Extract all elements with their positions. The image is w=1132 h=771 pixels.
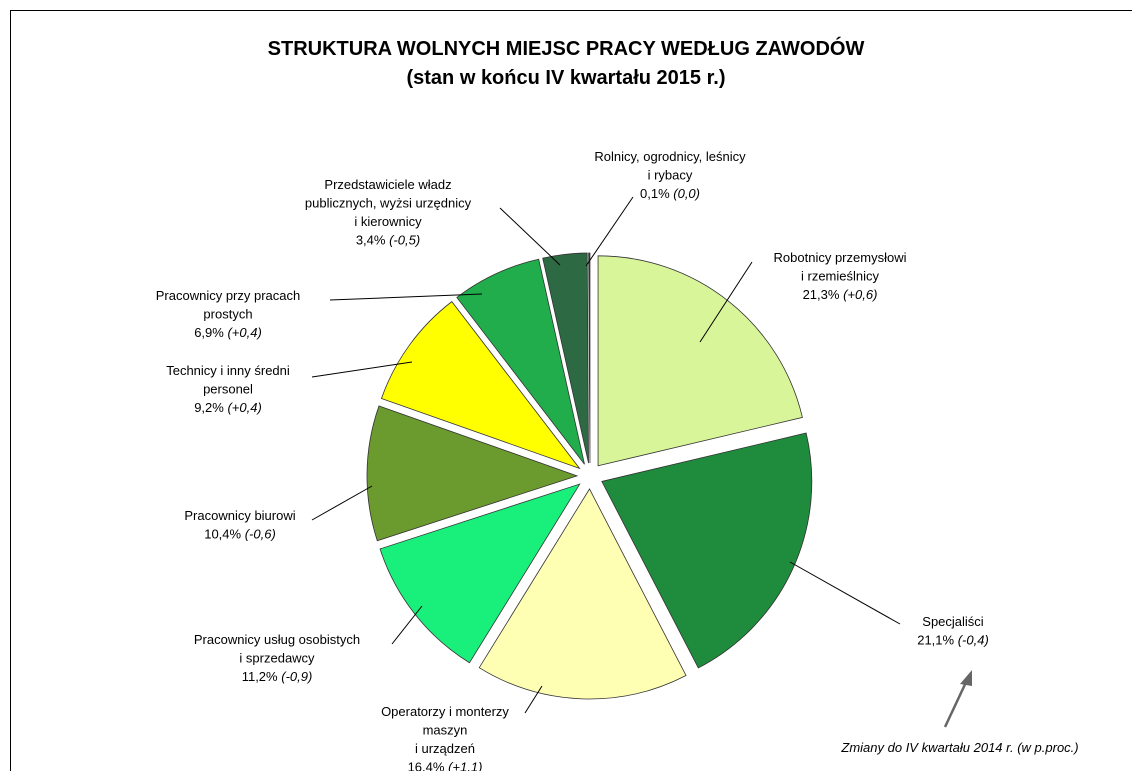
value-label: 0,1% xyxy=(640,186,670,201)
slice-label: i sprzedawcy xyxy=(239,651,315,666)
slice-label: i kierownicy xyxy=(354,214,422,229)
slice-label: i rzemieślnicy xyxy=(801,269,880,284)
slice-value: 3,4% (-0,5) xyxy=(356,233,420,248)
pie-slice xyxy=(601,432,813,669)
change-label: (+0,6) xyxy=(843,287,877,302)
slice-label: Operatorzy i monterzy xyxy=(381,704,509,719)
value-label: 16,4% xyxy=(408,760,445,771)
annotation: Zmiany do IV kwartału 2014 r. (w p.proc.… xyxy=(840,740,1078,755)
leader-line xyxy=(524,685,543,714)
pie-slice xyxy=(456,258,585,465)
slice-label: Robotnicy przemysłowi xyxy=(774,250,907,265)
slice-value: 0,1% (0,0) xyxy=(640,186,700,201)
pie-slice xyxy=(380,301,581,470)
slice-label: prostych xyxy=(203,307,252,322)
slice-label: Specjaliści xyxy=(922,614,984,629)
annotation-arrowhead xyxy=(960,670,972,686)
pie-slice xyxy=(366,405,579,542)
slice-value: 6,9% (+0,4) xyxy=(194,325,262,340)
annotation-arrow xyxy=(943,677,970,728)
slice-label: Technicy i inny średni xyxy=(166,363,290,378)
slice-value: 21,3% (+0,6) xyxy=(803,287,878,302)
pie-slice xyxy=(478,488,687,700)
chart-title: STRUKTURA WOLNYCH MIEJSC PRACY WEDŁUG ZA… xyxy=(268,36,865,60)
leader-line xyxy=(585,196,634,267)
change-label: (+0,4) xyxy=(227,325,261,340)
leader-line xyxy=(499,207,561,266)
leader-line xyxy=(391,605,423,645)
slice-value: 9,2% (+0,4) xyxy=(194,400,262,415)
slice-label: publicznych, wyżsi urzędnicy xyxy=(305,196,472,211)
slice-value: 11,2% (-0,9) xyxy=(242,669,313,684)
value-label: 21,3% xyxy=(803,287,840,302)
value-label: 11,2% xyxy=(242,669,278,684)
change-label: (+1,1) xyxy=(448,760,482,771)
pie-slice xyxy=(542,252,589,464)
change-label: (0,0) xyxy=(673,186,700,201)
change-label: (-0,9) xyxy=(281,669,312,684)
slice-label: i urządzeń xyxy=(415,741,475,756)
pie-slice xyxy=(379,483,581,664)
leader-line xyxy=(311,361,413,378)
leader-line xyxy=(699,261,753,343)
pie-slice xyxy=(588,252,591,464)
frame xyxy=(10,10,1132,771)
slice-value: 10,4% (-0,6) xyxy=(204,527,276,542)
change-label: (-0,4) xyxy=(958,633,989,648)
slice-label: Pracownicy usług osobistych xyxy=(194,632,360,647)
change-label: (-0,6) xyxy=(245,527,276,542)
change-label: (+0,4) xyxy=(227,400,261,415)
pie-slice xyxy=(597,255,803,467)
slice-label: Przedstawiciele władz xyxy=(324,177,451,192)
leader-line xyxy=(789,561,901,625)
value-label: 10,4% xyxy=(204,527,241,542)
value-label: 6,9% xyxy=(194,325,224,340)
slice-label: Rolnicy, ogrodnicy, leśnicy xyxy=(594,149,746,164)
slice-value: 21,1% (-0,4) xyxy=(917,633,989,648)
slice-value: 16,4% (+1,1) xyxy=(408,760,483,771)
slice-label: Pracownicy przy pracach xyxy=(156,288,301,303)
change-label: (-0,5) xyxy=(389,233,420,248)
slice-label: personel xyxy=(203,382,253,397)
leader-line xyxy=(311,485,373,521)
slice-label: maszyn xyxy=(423,723,468,738)
leader-line xyxy=(329,293,483,301)
value-label: 9,2% xyxy=(194,400,224,415)
slice-label: i rybacy xyxy=(648,168,693,183)
chart-subtitle: (stan w końcu IV kwartału 2015 r.) xyxy=(406,67,725,89)
value-label: 21,1% xyxy=(917,633,954,648)
slice-label: Pracownicy biurowi xyxy=(184,508,295,523)
value-label: 3,4% xyxy=(356,233,386,248)
